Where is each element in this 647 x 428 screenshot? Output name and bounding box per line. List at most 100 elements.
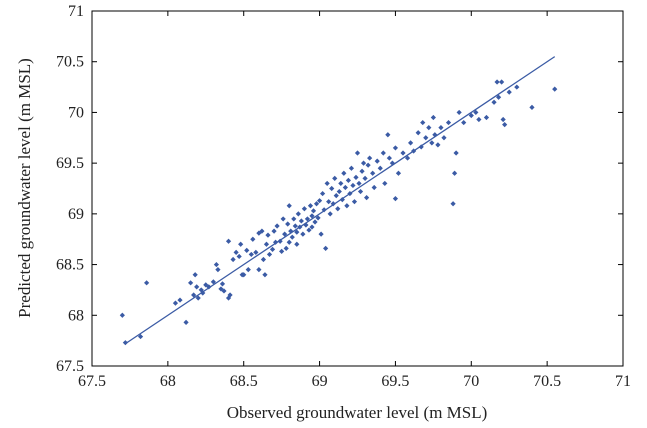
- x-tick-label: 68.5: [230, 373, 258, 390]
- data-point: [356, 180, 362, 187]
- data-point: [362, 175, 368, 181]
- data-point: [380, 150, 386, 156]
- data-points: [119, 79, 558, 346]
- data-point: [280, 216, 286, 222]
- x-tick-labels: 67.5 68 68.5 69 69.5 70 70.5 71: [78, 373, 631, 390]
- data-point: [303, 222, 309, 228]
- data-point: [371, 184, 377, 191]
- y-tick-label: 69: [68, 206, 84, 223]
- y-tick-label: 70: [68, 104, 84, 121]
- data-point: [552, 86, 558, 92]
- data-point: [389, 160, 395, 166]
- x-axis-title: Observed groundwater level (m MSL): [227, 403, 488, 422]
- x-tick-label: 71: [615, 373, 631, 390]
- data-point: [377, 165, 383, 171]
- data-point: [499, 79, 505, 85]
- data-point: [426, 125, 432, 131]
- data-point: [506, 89, 512, 95]
- data-point: [491, 99, 497, 105]
- data-point: [315, 215, 321, 221]
- data-point: [289, 234, 295, 240]
- data-point: [227, 292, 233, 298]
- data-point: [215, 267, 221, 273]
- data-point: [279, 248, 285, 254]
- y-tick-label: 71: [68, 3, 84, 20]
- data-point: [483, 114, 490, 121]
- y-tick-label: 68: [68, 307, 84, 324]
- data-point: [230, 256, 236, 263]
- data-point: [336, 188, 342, 195]
- data-point: [338, 180, 344, 187]
- data-point: [382, 180, 388, 187]
- data-point: [288, 228, 294, 234]
- data-point: [364, 195, 370, 201]
- data-point: [392, 196, 399, 202]
- data-point: [210, 279, 216, 285]
- data-point: [494, 79, 500, 85]
- data-point: [241, 272, 247, 278]
- data-point: [283, 245, 289, 251]
- data-point: [324, 180, 330, 187]
- data-point: [312, 219, 318, 225]
- data-point: [271, 228, 277, 234]
- data-point: [316, 198, 323, 204]
- data-point: [245, 267, 251, 273]
- data-point: [353, 174, 359, 180]
- data-point: [318, 231, 324, 237]
- data-point: [122, 340, 128, 346]
- data-point: [339, 197, 345, 203]
- data-point: [400, 150, 406, 156]
- tick-marks: [91, 10, 624, 367]
- data-point: [461, 119, 467, 126]
- data-point: [473, 109, 479, 116]
- data-point: [298, 218, 304, 224]
- data-point: [292, 223, 298, 229]
- data-point: [219, 281, 226, 287]
- x-tick-label: 70.5: [533, 373, 561, 390]
- data-point: [225, 238, 232, 244]
- data-point: [330, 201, 336, 207]
- y-tick-label: 68.5: [56, 257, 84, 274]
- data-point: [335, 206, 341, 212]
- data-point: [365, 162, 371, 168]
- data-point: [191, 292, 197, 298]
- data-point: [430, 114, 436, 121]
- data-point: [198, 287, 204, 293]
- data-point: [253, 249, 259, 255]
- data-point: [233, 249, 239, 255]
- data-point: [304, 216, 311, 222]
- data-point: [218, 286, 224, 292]
- data-point: [333, 193, 339, 199]
- data-point: [351, 199, 358, 205]
- data-point: [309, 224, 315, 230]
- data-point: [392, 145, 399, 151]
- data-point: [297, 224, 303, 230]
- data-point: [374, 158, 380, 164]
- data-point: [423, 135, 429, 141]
- data-point: [323, 245, 329, 251]
- data-point: [341, 170, 347, 176]
- data-point: [263, 241, 270, 247]
- data-point: [408, 140, 414, 146]
- data-point: [144, 280, 150, 286]
- data-point: [260, 256, 267, 263]
- data-point: [119, 312, 125, 318]
- data-point: [360, 160, 367, 166]
- data-point: [137, 333, 144, 340]
- data-point: [256, 230, 262, 236]
- data-point: [347, 190, 353, 197]
- data-point: [203, 282, 209, 288]
- y-axis-title: Predicted groundwater level (m MSL): [15, 58, 34, 318]
- data-point: [195, 295, 201, 301]
- data-point: [502, 122, 508, 128]
- data-point: [206, 284, 212, 290]
- data-point: [348, 165, 355, 171]
- data-point: [326, 199, 332, 205]
- data-point: [313, 201, 320, 207]
- data-point: [307, 203, 314, 209]
- data-point: [309, 213, 315, 219]
- data-point: [244, 247, 250, 253]
- data-point: [262, 272, 268, 278]
- data-point: [418, 144, 424, 150]
